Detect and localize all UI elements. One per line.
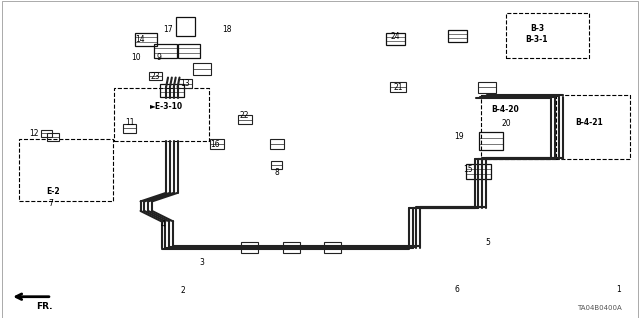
Text: 5: 5 <box>485 238 490 247</box>
Bar <box>160 84 184 97</box>
Text: 24: 24 <box>390 32 400 41</box>
Bar <box>478 82 496 93</box>
Text: 23: 23 <box>150 72 160 81</box>
Bar <box>479 132 503 150</box>
Bar <box>237 115 252 124</box>
Text: 7: 7 <box>48 199 53 208</box>
Bar <box>241 242 258 253</box>
Text: B-3-1: B-3-1 <box>525 35 548 44</box>
Text: 15: 15 <box>463 165 473 174</box>
Bar <box>283 242 300 253</box>
Bar <box>324 242 341 253</box>
Bar <box>149 72 162 80</box>
Text: 20: 20 <box>502 119 511 129</box>
Text: B-3: B-3 <box>531 24 545 33</box>
Bar <box>467 164 490 179</box>
Bar <box>176 17 195 36</box>
Text: 21: 21 <box>393 83 403 92</box>
Bar <box>269 139 284 149</box>
Bar <box>177 79 191 88</box>
Text: FR.: FR. <box>36 302 52 311</box>
Bar <box>135 33 157 46</box>
Text: 17: 17 <box>163 26 173 34</box>
Text: 16: 16 <box>210 140 220 149</box>
Bar <box>193 63 211 75</box>
Bar <box>555 95 630 159</box>
Text: B-4-20: B-4-20 <box>491 105 519 114</box>
Bar <box>390 82 406 92</box>
Bar <box>209 139 223 149</box>
Text: TA04B0400A: TA04B0400A <box>577 305 621 311</box>
Text: 8: 8 <box>274 168 279 177</box>
Bar <box>41 130 52 137</box>
Text: 22: 22 <box>240 111 250 120</box>
Text: 9: 9 <box>157 53 161 62</box>
Text: E-2: E-2 <box>47 187 60 197</box>
Bar <box>481 95 556 159</box>
Text: ►E-3-10: ►E-3-10 <box>150 102 183 111</box>
Text: 11: 11 <box>125 117 134 127</box>
Text: 6: 6 <box>455 285 460 293</box>
Bar <box>19 138 113 201</box>
Bar <box>386 33 405 46</box>
Text: 3: 3 <box>200 258 204 267</box>
Text: 1: 1 <box>616 285 621 293</box>
Text: 2: 2 <box>180 286 185 295</box>
Text: 13: 13 <box>180 79 189 88</box>
Bar <box>154 44 177 58</box>
Text: 4: 4 <box>161 220 166 229</box>
Text: 14: 14 <box>135 35 145 44</box>
Text: 10: 10 <box>131 53 141 62</box>
Bar <box>271 161 282 169</box>
Bar <box>506 13 589 58</box>
Bar <box>448 30 467 42</box>
Text: 12: 12 <box>29 129 38 138</box>
Text: 18: 18 <box>223 26 232 34</box>
Bar <box>124 124 136 132</box>
Text: B-4-21: B-4-21 <box>575 117 603 127</box>
Bar <box>178 44 200 58</box>
Bar <box>47 132 60 141</box>
Text: 19: 19 <box>454 132 464 141</box>
Bar <box>115 88 209 141</box>
